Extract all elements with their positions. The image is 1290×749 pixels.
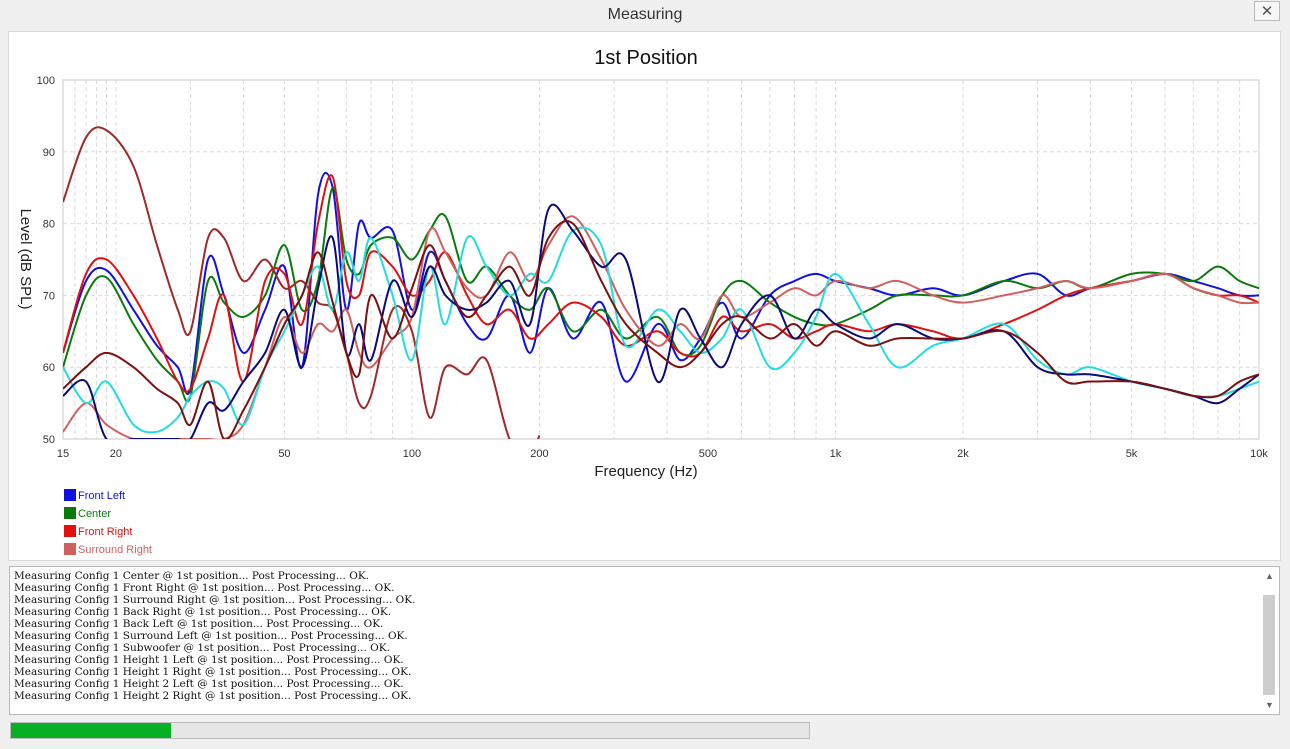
title-bar: Measuring ✕ (0, 0, 1290, 30)
x-tick-label: 200 (530, 448, 548, 460)
y-tick-label: 60 (43, 362, 55, 374)
legend-label: Surround Right (78, 544, 152, 556)
scroll-up-arrow-icon[interactable]: ▲ (1265, 571, 1274, 581)
measurement-log[interactable]: Measuring Config 1 Center @ 1st position… (9, 566, 1280, 715)
plot-area-frame (62, 79, 1260, 440)
series-line-6 (63, 226, 1259, 434)
legend-label: Center (78, 508, 111, 520)
y-tick-label: 50 (43, 434, 55, 446)
x-tick-label: 500 (699, 448, 717, 460)
x-tick-label: 100 (403, 448, 421, 460)
series-line-2 (63, 186, 1259, 403)
legend-label: Front Left (78, 490, 125, 502)
legend: Front Left Center Front Right Surround Righ… (64, 489, 152, 556)
x-tick-label: 5k (1126, 448, 1138, 460)
progress-fill (11, 723, 171, 738)
series-line-5 (63, 126, 541, 439)
chart-grid (62, 79, 1259, 440)
series-group (63, 126, 1259, 439)
scroll-down-arrow-icon[interactable]: ▼ (1265, 700, 1274, 710)
y-tick-label: 90 (43, 147, 55, 159)
legend-swatch (64, 543, 76, 555)
series-line-8 (63, 220, 1259, 439)
progress-bar (10, 722, 810, 739)
series-line-1 (63, 171, 1259, 395)
close-button[interactable]: ✕ (1254, 1, 1280, 21)
y-tick-labels: 50 60 70 80 90 100 (37, 75, 55, 446)
chart-title: 1st Position (594, 47, 697, 69)
legend-swatch (64, 489, 76, 501)
x-tick-label: 1k (830, 448, 842, 460)
y-axis-label: Level (dB SPL) (17, 209, 34, 310)
y-tick-label: 70 (43, 290, 55, 302)
x-tick-label: 10k (1250, 448, 1268, 460)
frequency-response-chart: 1st Position 15 20 50 100 200 500 1k 2k 5k 10k 50… (17, 47, 1268, 556)
series-line-3 (63, 174, 1259, 393)
legend-swatch (64, 525, 76, 537)
y-tick-label: 100 (37, 75, 55, 87)
log-scrollbar[interactable]: ▲ ▼ (1261, 568, 1278, 713)
x-tick-label: 2k (957, 448, 969, 460)
x-tick-label: 50 (278, 448, 290, 460)
scroll-thumb[interactable] (1263, 595, 1275, 695)
legend-label: Front Right (78, 526, 132, 538)
x-tick-label: 15 (57, 448, 69, 460)
chart-panel: 1st Position 15 20 50 100 200 500 1k 2k 5k 10k 50… (8, 31, 1281, 561)
window-title: Measuring (607, 6, 683, 23)
legend-swatch (64, 507, 76, 519)
x-tick-labels: 15 20 50 100 200 500 1k 2k 5k 10k (57, 448, 1268, 460)
x-axis-label: Frequency (Hz) (594, 463, 697, 480)
y-tick-label: 80 (43, 219, 55, 231)
log-lines: Measuring Config 1 Center @ 1st position… (14, 570, 416, 702)
series-line-4 (63, 215, 1259, 439)
x-tick-label: 20 (110, 448, 122, 460)
